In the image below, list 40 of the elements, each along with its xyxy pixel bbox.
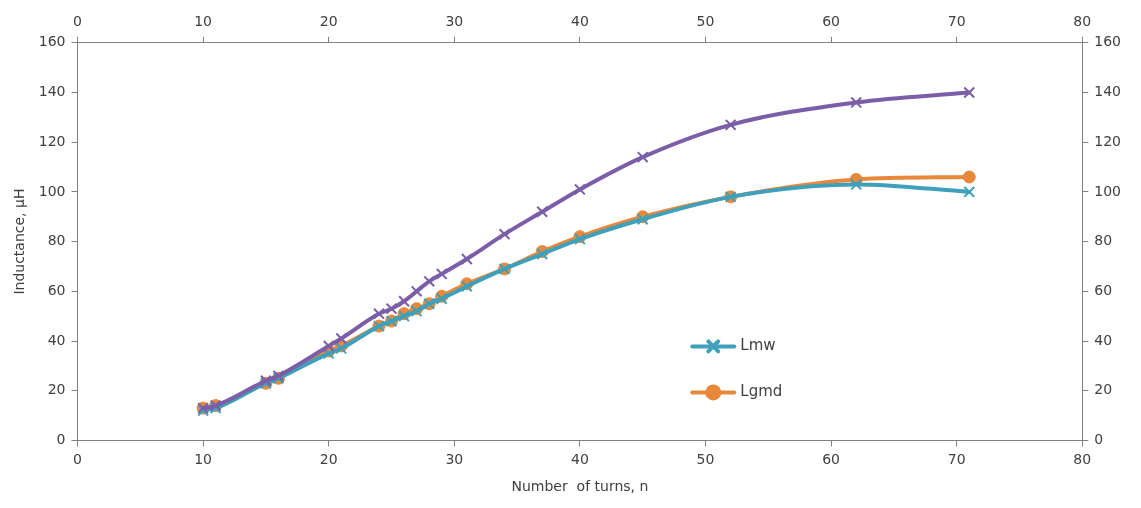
x2-tick-label: 80 <box>1073 13 1092 30</box>
y-axis-title: Inductance, µH <box>11 188 28 295</box>
x-tick-label: 30 <box>445 451 464 468</box>
x2-tick-label: 60 <box>822 13 840 30</box>
x2-tick-label: 50 <box>696 13 715 30</box>
y-tick-label: 40 <box>47 331 66 348</box>
y-tick-label: 0 <box>56 431 66 448</box>
x-tick-label: 10 <box>194 451 213 468</box>
x2-tick-label: 70 <box>947 13 966 30</box>
y2-tick-label: 40 <box>1094 331 1113 348</box>
y2-tick-label: 140 <box>1094 83 1122 100</box>
y2-tick-label: 0 <box>1094 431 1104 448</box>
y-tick-label: 160 <box>38 33 66 50</box>
x-tick-label: 80 <box>1073 451 1092 468</box>
y-tick-label: 60 <box>47 281 66 298</box>
y2-tick-label: 120 <box>1094 132 1122 149</box>
x-tick-label: 60 <box>822 451 840 468</box>
y-tick-label: 20 <box>47 381 66 398</box>
x2-tick-label: 40 <box>570 13 589 30</box>
x2-tick-label: 20 <box>319 13 338 30</box>
legend-label: Lgmd <box>740 382 783 401</box>
y-tick-label: 80 <box>47 232 66 249</box>
y2-tick-label: 20 <box>1094 381 1113 398</box>
x-tick-label: 40 <box>570 451 589 468</box>
x-axis-title: Number of turns, n <box>511 478 649 495</box>
legend-label: Lmw <box>740 336 776 355</box>
y-tick-label: 140 <box>38 83 66 100</box>
x2-tick-label: 30 <box>445 13 464 30</box>
x-tick-label: 0 <box>73 451 82 468</box>
x-tick-label: 70 <box>947 451 966 468</box>
x2-tick-label: 10 <box>194 13 213 30</box>
x-tick-label: 20 <box>319 451 338 468</box>
x2-tick-label: 0 <box>73 13 82 30</box>
y-tick-label: 100 <box>38 182 66 199</box>
y2-tick-label: 80 <box>1094 232 1113 249</box>
y2-tick-label: 160 <box>1094 33 1122 50</box>
y2-tick-label: 60 <box>1094 281 1113 298</box>
y2-tick-label: 100 <box>1094 182 1122 199</box>
x-tick-label: 50 <box>696 451 715 468</box>
y-tick-label: 120 <box>38 132 66 149</box>
